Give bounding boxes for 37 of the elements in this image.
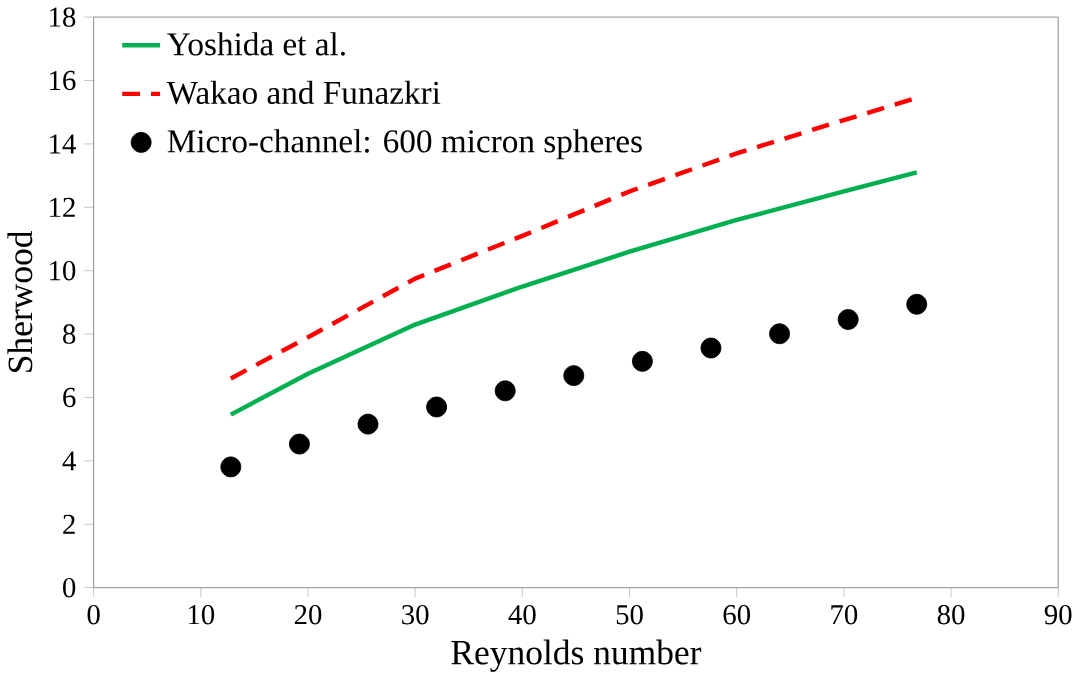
- y-tick-label: 18: [50, 7, 76, 27]
- point: [426, 396, 448, 418]
- y-tick-label: 14: [50, 134, 76, 154]
- y-tick-label: 6: [63, 387, 76, 408]
- x-tick-label: 60: [723, 604, 750, 625]
- point: [563, 365, 585, 386]
- point: [220, 456, 242, 478]
- y-tick-label: 4: [62, 451, 76, 471]
- point: [494, 380, 516, 402]
- y-tick-label: 8: [63, 324, 76, 344]
- y-tick-label: 2: [63, 514, 75, 534]
- y-tick-label: 12: [50, 197, 75, 217]
- legend-label: Yoshida et al.: [167, 32, 345, 56]
- point: [357, 413, 379, 435]
- y-tick-label: 10: [50, 260, 76, 281]
- x-tick-label: 30: [402, 604, 429, 625]
- point: [769, 323, 790, 345]
- point: [288, 433, 310, 455]
- point: [700, 337, 722, 359]
- x-axis-title: Reynolds number: [451, 639, 702, 672]
- point: [837, 308, 859, 330]
- y-tick-label: 16: [50, 70, 76, 91]
- line-series: [228, 170, 919, 417]
- point: [631, 350, 653, 372]
- x-tick-label: 40: [508, 604, 536, 625]
- x-tick-label: 50: [616, 604, 643, 625]
- point: [906, 293, 928, 315]
- y-axis-title: Sherwood: [7, 230, 33, 372]
- x-tick-label: 20: [294, 604, 322, 625]
- x-tick-label: 0: [87, 604, 100, 625]
- x-tick-label: 80: [937, 604, 965, 625]
- legend-label: Micro-channel: 600 micron spheres: [167, 129, 642, 160]
- x-tick-label: 10: [188, 604, 215, 625]
- x-tick-label: 70: [831, 604, 858, 625]
- y-tick-label: 0: [63, 577, 76, 598]
- x-tick-label: 90: [1044, 604, 1072, 625]
- legend-label: Wakao and Funazkri: [166, 80, 441, 105]
